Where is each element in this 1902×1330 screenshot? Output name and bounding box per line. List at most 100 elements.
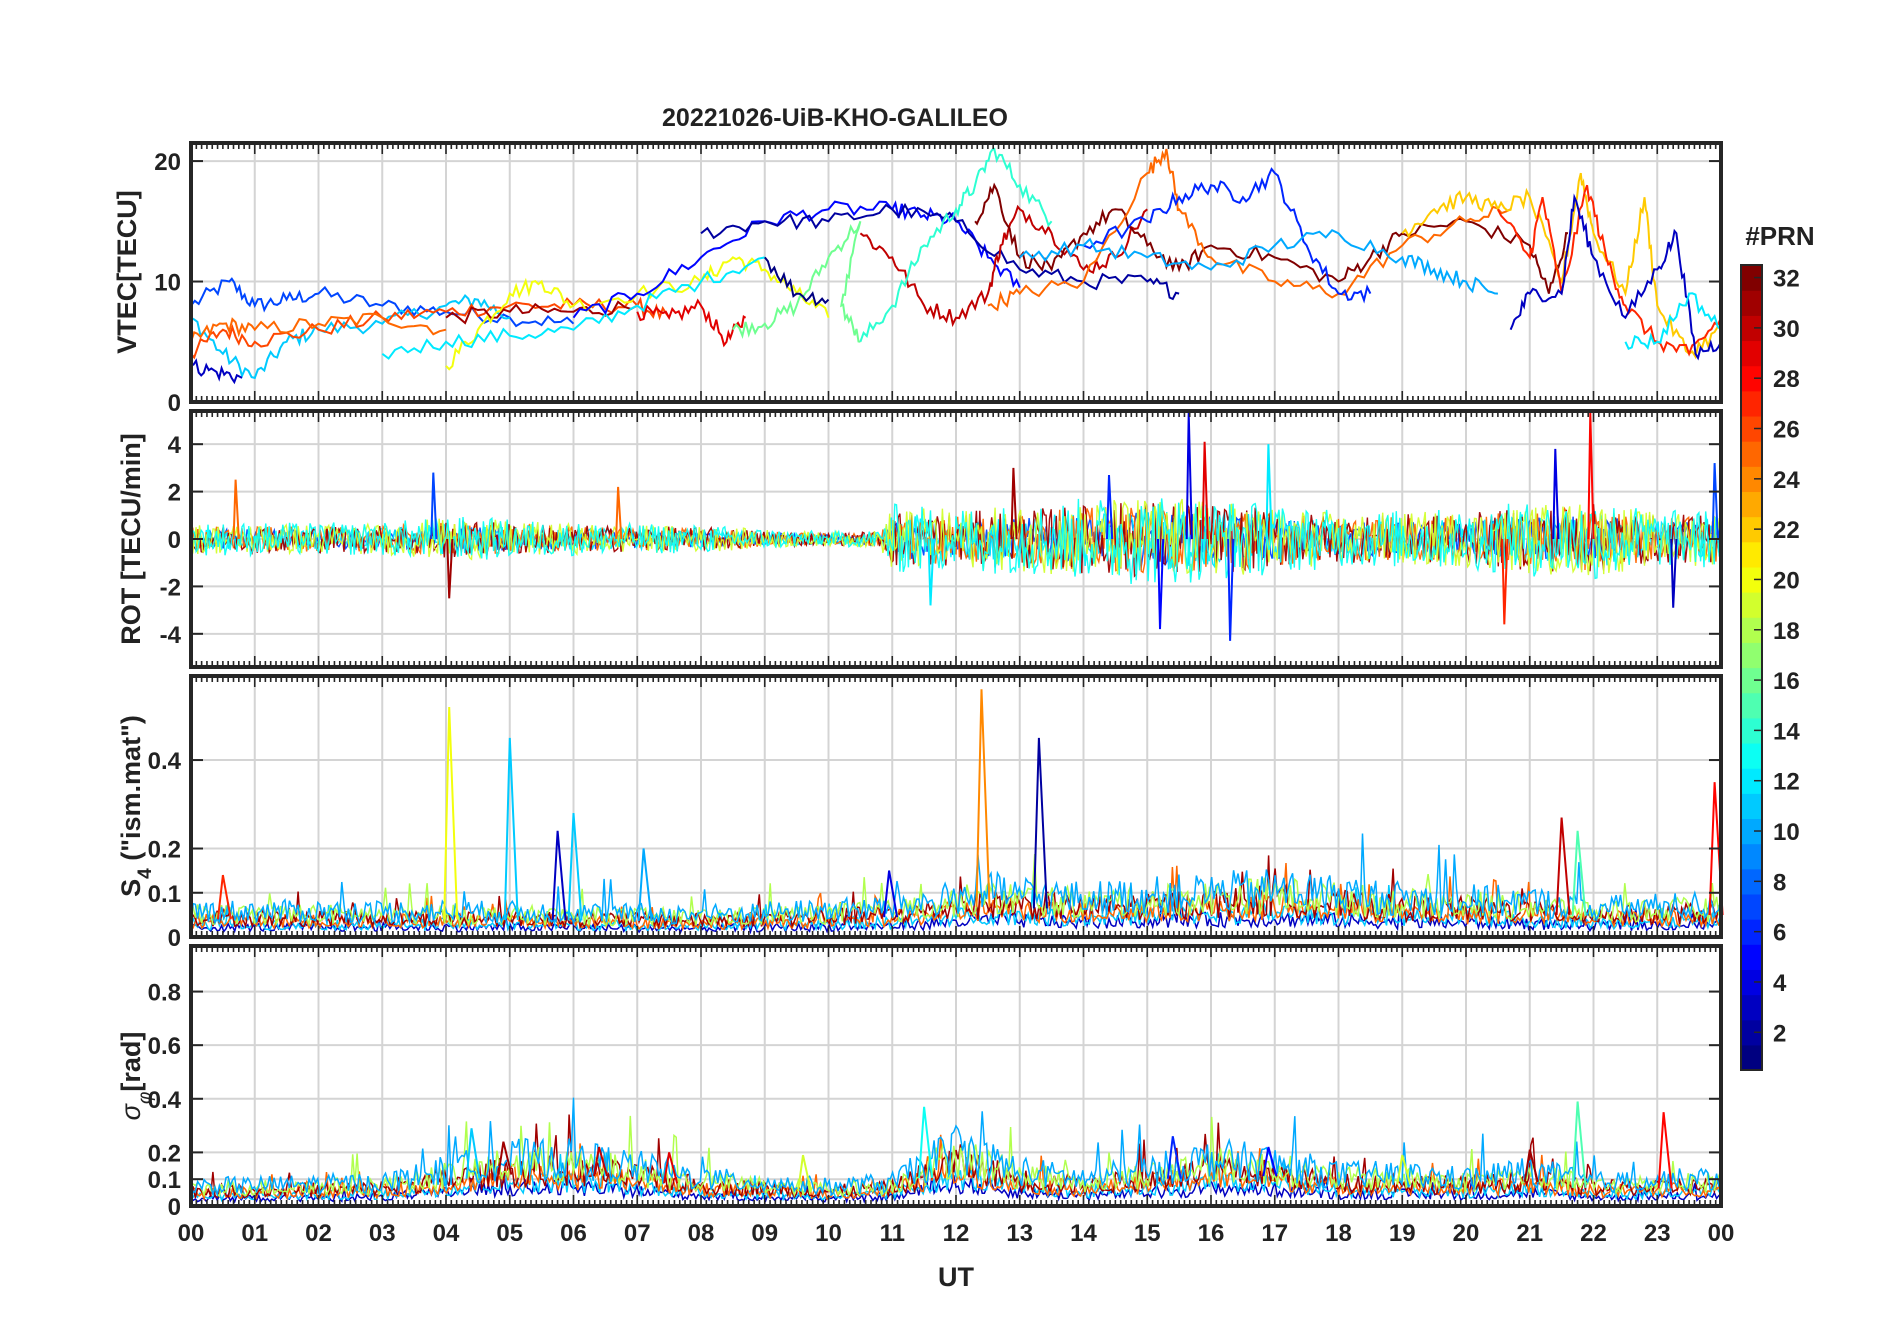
y-tick-label: 20 bbox=[154, 149, 181, 176]
rot-ticks: -4 -2 0 2 4 bbox=[160, 411, 1722, 667]
colorbar-band bbox=[1741, 994, 1762, 1021]
x-tick-label: 06 bbox=[560, 1220, 587, 1247]
rot-series-line bbox=[190, 502, 1722, 578]
colorbar-label: #PRN bbox=[1745, 221, 1814, 251]
spike-mark bbox=[1227, 538, 1235, 641]
rot-y-label: ROT [TECU/min] bbox=[116, 433, 146, 644]
vtec-series-line bbox=[190, 296, 670, 360]
colorbar-tick-label: 12 bbox=[1773, 769, 1800, 796]
colorbar-tick-label: 6 bbox=[1773, 920, 1786, 947]
scintillation-series-line bbox=[190, 1115, 1722, 1198]
colorbar-band bbox=[1741, 692, 1762, 719]
colorbar-band bbox=[1741, 843, 1762, 870]
x-tick-label: 08 bbox=[688, 1220, 715, 1247]
colorbar-tick-label: 2 bbox=[1773, 1020, 1786, 1047]
spike-mark bbox=[567, 813, 583, 921]
y-tick-label: 2 bbox=[168, 480, 181, 507]
colorbar-band bbox=[1741, 893, 1762, 920]
colorbar-band bbox=[1741, 566, 1762, 593]
y-tick-label: -4 bbox=[160, 622, 182, 649]
colorbar-band bbox=[1741, 969, 1762, 996]
spike-mark bbox=[216, 874, 232, 920]
colorbar-band bbox=[1741, 717, 1762, 744]
x-tick-label: 02 bbox=[305, 1220, 332, 1247]
vtec-series-line bbox=[381, 256, 765, 360]
y-tick-label: 0.1 bbox=[148, 1167, 181, 1194]
colorbar-band bbox=[1741, 768, 1762, 794]
colorbar-band bbox=[1741, 793, 1762, 820]
y-tick-label: 0.1 bbox=[148, 881, 181, 908]
y-tick-label: 0 bbox=[168, 527, 181, 554]
spike-mark bbox=[1587, 412, 1595, 540]
x-tick-label: 22 bbox=[1580, 1220, 1607, 1247]
colorbar-band bbox=[1741, 617, 1762, 643]
colorbar-band bbox=[1741, 944, 1762, 970]
spike-mark bbox=[497, 1141, 513, 1175]
vtec-series-line bbox=[1083, 167, 1372, 304]
spike-mark bbox=[1262, 1146, 1278, 1177]
colorbar-tick-label: 28 bbox=[1773, 366, 1800, 393]
x-tick-label: 03 bbox=[369, 1220, 396, 1247]
vtec-ticks: 0 10 20 bbox=[154, 143, 1722, 417]
x-tick-label: 17 bbox=[1261, 1220, 1288, 1247]
vtec-y-label: VTEC[TECU] bbox=[112, 190, 142, 354]
spike-mark bbox=[1552, 448, 1560, 540]
colorbar-band bbox=[1741, 1019, 1762, 1046]
colorbar-tick-label: 14 bbox=[1773, 718, 1800, 745]
vtec-series-line bbox=[1624, 292, 1722, 350]
vtec-series-line bbox=[572, 200, 1021, 319]
colorbar-tick-label: 24 bbox=[1773, 467, 1800, 494]
spike-mark bbox=[1711, 463, 1719, 540]
colorbar-frame bbox=[1740, 264, 1763, 1071]
y-tick-label: 0.8 bbox=[148, 980, 181, 1007]
x-tick-label: 07 bbox=[624, 1220, 651, 1247]
colorbar-band bbox=[1741, 642, 1762, 669]
colorbar-tick-label: 10 bbox=[1773, 819, 1800, 846]
colorbar-band bbox=[1741, 1044, 1762, 1071]
spike-mark bbox=[1185, 412, 1193, 540]
spike-mark bbox=[1106, 474, 1114, 540]
y-tick-label: 0.4 bbox=[148, 1087, 182, 1114]
x-tick-label: 10 bbox=[815, 1220, 842, 1247]
colorbar-band bbox=[1741, 390, 1762, 417]
spike-mark bbox=[1657, 1112, 1673, 1189]
x-tick-label: 09 bbox=[751, 1220, 778, 1247]
sigma-phi-panel: 00.10.20.40.60.8 σφ[rad] bbox=[116, 944, 1723, 1221]
colorbar-band bbox=[1741, 290, 1762, 316]
x-tick-label: 11 bbox=[880, 1220, 905, 1247]
spike-mark bbox=[1555, 817, 1571, 915]
x-tick-label: 14 bbox=[1070, 1220, 1097, 1247]
colorbar-band bbox=[1741, 667, 1762, 694]
x-tick-label: 15 bbox=[1134, 1220, 1161, 1247]
colorbar-band bbox=[1741, 466, 1762, 493]
colorbar-band bbox=[1741, 541, 1762, 568]
colorbar-band bbox=[1741, 491, 1762, 518]
colorbar-tick-label: 16 bbox=[1773, 668, 1800, 695]
vtec-series-line bbox=[987, 148, 1512, 312]
y-tick-label: 0.2 bbox=[148, 837, 181, 864]
colorbar-tick-label: 26 bbox=[1773, 417, 1800, 444]
scintillation-series-line bbox=[190, 853, 1722, 928]
vtec-series-line bbox=[859, 204, 1148, 328]
vtec-series-line bbox=[732, 220, 862, 343]
colorbar-band bbox=[1741, 919, 1762, 945]
scintillation-series-line bbox=[190, 833, 1722, 926]
vtec-series-line bbox=[1509, 193, 1722, 361]
vtec-series-line bbox=[190, 358, 243, 385]
chart-title: 20221026-UiB-KHO-GALILEO bbox=[662, 104, 1008, 132]
colorbar-band bbox=[1741, 592, 1762, 618]
colorbar-band bbox=[1741, 818, 1762, 845]
spike-mark bbox=[1265, 444, 1273, 540]
vtec-panel: 0 10 20 VTEC[TECU] bbox=[112, 141, 1723, 417]
spike-mark bbox=[1396, 1154, 1412, 1185]
scintillation-series-line bbox=[190, 1097, 1722, 1198]
x-tick-label: 00 bbox=[1708, 1220, 1735, 1247]
y-tick-label: 0 bbox=[168, 1194, 181, 1221]
vtec-series-line bbox=[764, 256, 830, 307]
spike-mark bbox=[615, 486, 623, 540]
colorbar-band bbox=[1741, 265, 1762, 291]
x-tick-label: 13 bbox=[1006, 1220, 1033, 1247]
spike-mark bbox=[663, 1152, 679, 1184]
